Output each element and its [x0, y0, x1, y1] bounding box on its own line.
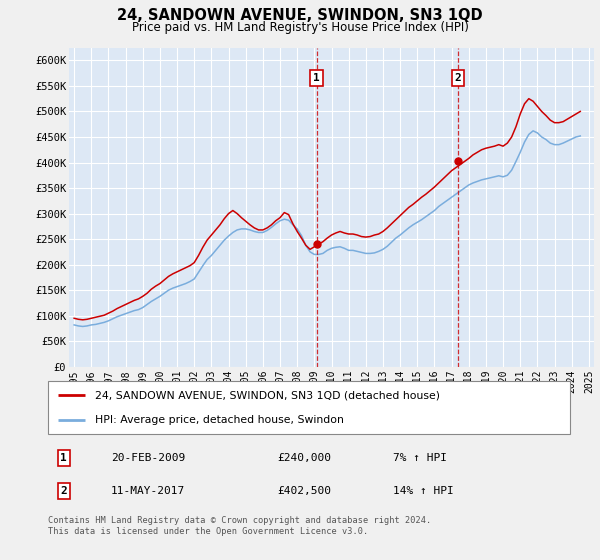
FancyBboxPatch shape	[48, 381, 570, 434]
Text: 11-MAY-2017: 11-MAY-2017	[110, 486, 185, 496]
Text: 1: 1	[313, 73, 320, 83]
Text: £240,000: £240,000	[278, 453, 332, 463]
Text: 2: 2	[455, 73, 461, 83]
Text: 2: 2	[60, 486, 67, 496]
Text: Contains HM Land Registry data © Crown copyright and database right 2024.
This d: Contains HM Land Registry data © Crown c…	[48, 516, 431, 536]
Text: HPI: Average price, detached house, Swindon: HPI: Average price, detached house, Swin…	[95, 414, 344, 424]
Text: 14% ↑ HPI: 14% ↑ HPI	[392, 486, 453, 496]
Text: £402,500: £402,500	[278, 486, 332, 496]
Text: 20-FEB-2009: 20-FEB-2009	[110, 453, 185, 463]
Text: 7% ↑ HPI: 7% ↑ HPI	[392, 453, 446, 463]
Text: 1: 1	[60, 453, 67, 463]
Text: 24, SANDOWN AVENUE, SWINDON, SN3 1QD: 24, SANDOWN AVENUE, SWINDON, SN3 1QD	[117, 8, 483, 24]
Text: 24, SANDOWN AVENUE, SWINDON, SN3 1QD (detached house): 24, SANDOWN AVENUE, SWINDON, SN3 1QD (de…	[95, 390, 440, 400]
Text: Price paid vs. HM Land Registry's House Price Index (HPI): Price paid vs. HM Land Registry's House …	[131, 21, 469, 34]
